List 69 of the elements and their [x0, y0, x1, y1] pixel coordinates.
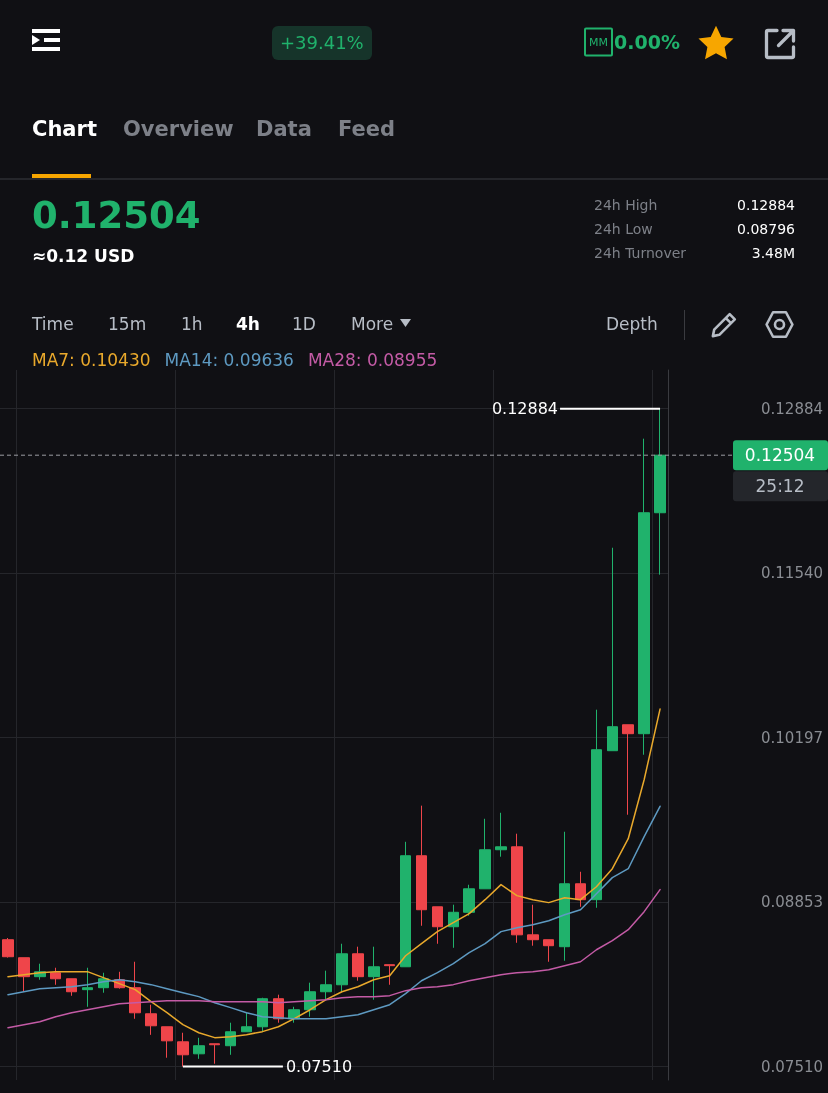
text: 25:12 [755, 476, 805, 497]
y-tick-label: 0.11540 [761, 564, 824, 583]
candlestick [225, 1022, 236, 1056]
text: MA14: 0.09636 [164, 350, 294, 370]
text: 24h Turnover [594, 245, 687, 261]
line-series [7, 805, 661, 1020]
candlestick [654, 408, 666, 576]
candlestick [18, 957, 30, 993]
candlestick [591, 709, 602, 909]
text: MA7: 0.10430 [32, 350, 151, 370]
candlestick [384, 964, 395, 986]
text: 1D [292, 313, 316, 334]
candlestick [416, 805, 427, 927]
candlestick [352, 946, 364, 982]
text: 15m [108, 313, 147, 334]
candlestick [336, 943, 348, 993]
annotation: 0.12884 [491, 399, 559, 419]
candlestick [2, 937, 14, 959]
text: MA28: 0.08955 [307, 350, 438, 370]
text: 0.00% [614, 30, 680, 53]
line-series [7, 708, 661, 1039]
text: 1h [181, 313, 203, 334]
text: Overview [123, 116, 234, 141]
y-tick-label: 0.10197 [761, 728, 824, 747]
text: 0.08796 [737, 221, 795, 237]
text: Data [256, 116, 312, 141]
text: 4h [236, 313, 260, 334]
text: 0.12504 [32, 193, 201, 237]
candlestick [495, 812, 507, 858]
candlestick [622, 724, 634, 816]
candlestick [161, 1026, 173, 1059]
candlestick [638, 438, 650, 756]
candlestick [320, 970, 332, 1001]
text: 0.12884 [737, 197, 795, 213]
candlestick [177, 1032, 189, 1068]
candlestick [209, 1043, 220, 1065]
annotation: 0.07510 [285, 1057, 353, 1077]
text: Depth [606, 313, 658, 334]
candlestick [193, 1037, 205, 1060]
candlestick [368, 946, 380, 1001]
text: 24h Low [594, 221, 653, 237]
candlestick [575, 871, 586, 908]
text: +39.41% [272, 26, 372, 60]
candlestick [241, 1012, 252, 1033]
candlestick [543, 939, 554, 963]
y-tick-label: 0.12884 [761, 399, 824, 418]
text: More [351, 313, 394, 334]
candlestick [400, 841, 411, 968]
candlestick [511, 833, 523, 944]
y-tick-label: 0.07510 [761, 1057, 824, 1076]
candlestick [607, 547, 618, 752]
ref-line-label: 0.12504 [744, 445, 816, 466]
candlestick [559, 831, 570, 962]
candlestick [82, 967, 93, 1008]
text: ≈0.12 USD [32, 245, 135, 266]
candlestick [463, 884, 475, 917]
candlestick [527, 904, 539, 947]
text: 3.48M [751, 245, 795, 261]
candlestick [479, 818, 491, 890]
text: Chart [32, 116, 97, 141]
text: MM [584, 27, 613, 57]
candlestick [432, 906, 443, 945]
text: Time [32, 313, 74, 334]
text: 24h High [594, 197, 658, 213]
candlestick [145, 1004, 157, 1036]
y-tick-label: 0.08853 [761, 893, 824, 912]
text: Feed [338, 116, 396, 141]
candlestick [50, 967, 61, 986]
line-series [7, 888, 661, 1029]
